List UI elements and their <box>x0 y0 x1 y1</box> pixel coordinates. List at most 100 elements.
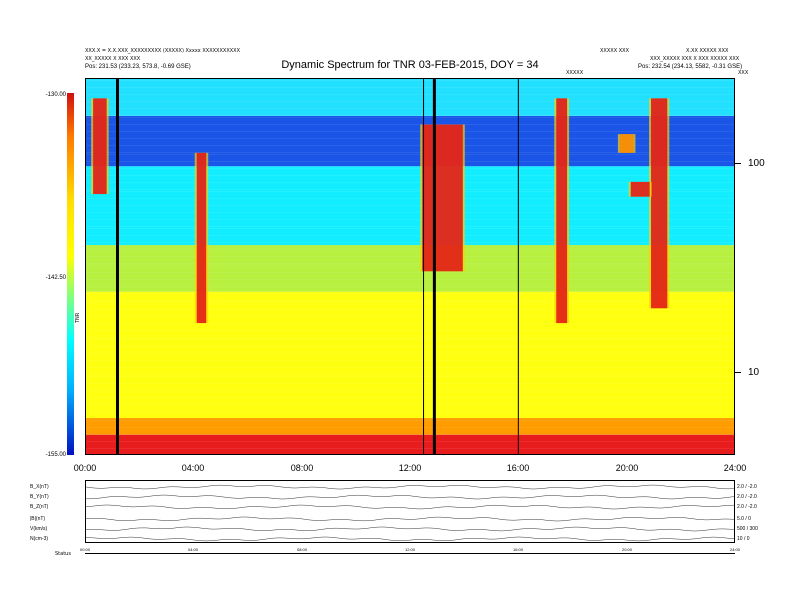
panel-x-tick: 04:00 <box>187 547 199 552</box>
panel-trace <box>85 526 735 532</box>
texture-line <box>85 212 735 213</box>
colorbar <box>67 93 74 455</box>
x-tick-label: 16:00 <box>506 463 530 473</box>
colorbar-axis-label: TNR <box>75 312 81 323</box>
texture-line <box>85 154 735 155</box>
burst-mark <box>619 134 634 153</box>
burst-mark <box>93 98 107 195</box>
texture-line <box>85 404 735 405</box>
panel-row-label: B_X(nT) <box>30 484 49 490</box>
texture-line <box>85 383 735 384</box>
texture-line <box>85 145 735 146</box>
panel-row-range: 5.0 / 0 <box>737 516 751 522</box>
header-right-line1a: XXXXX XXX <box>600 48 629 54</box>
x-tick-label: 00:00 <box>73 463 97 473</box>
panel-x-tick: 24:00 <box>729 547 741 552</box>
texture-line <box>85 316 735 317</box>
texture-line <box>85 131 735 132</box>
texture-line <box>85 302 735 303</box>
status-footer-label: Status <box>55 551 71 557</box>
panel-row-range: 2.0 / -2.0 <box>737 484 757 490</box>
texture-line <box>85 293 735 294</box>
x-tick-label: 04:00 <box>181 463 205 473</box>
panel-trace <box>85 504 735 510</box>
spectral-band <box>85 115 735 167</box>
texture-line <box>85 235 735 236</box>
texture-line <box>85 219 735 220</box>
spectral-band <box>85 166 735 246</box>
texture-line <box>85 279 735 280</box>
texture-line <box>85 360 735 361</box>
panel-trace <box>85 536 735 542</box>
panel-row-label: V(km/s) <box>30 526 48 532</box>
texture-line <box>85 420 735 421</box>
texture-line <box>85 434 735 435</box>
texture-line <box>85 427 735 428</box>
panel-trace <box>85 484 735 490</box>
texture-line <box>85 242 735 243</box>
texture-line <box>85 411 735 412</box>
panel-trace <box>85 516 735 522</box>
panel-row-label: B_Y(nT) <box>30 494 49 500</box>
colorbar-mid-label: -142.50 <box>45 275 66 281</box>
texture-line <box>85 115 735 116</box>
panel-trace <box>86 494 735 500</box>
texture-line <box>85 300 735 301</box>
texture-line <box>85 117 735 118</box>
texture-line <box>85 337 735 338</box>
texture-line <box>85 182 735 183</box>
texture-line <box>85 168 735 169</box>
thin-marker-line <box>423 78 425 455</box>
header-left-position: Pos: 231.53 (233.23, 573.8, -0.69 GSE) <box>85 64 191 70</box>
texture-line <box>85 108 735 109</box>
texture-line <box>85 138 735 139</box>
header-right-line2: XXX_XXXXX XXX X XXX XXXXX XXX <box>650 56 740 62</box>
y-tick-label-10: 10 <box>748 367 760 378</box>
texture-line <box>85 441 735 442</box>
header-corner: XXX <box>738 70 749 76</box>
colorbar-top-label: -130.00 <box>45 92 66 98</box>
spectrogram-svg <box>85 78 735 455</box>
header-left-line2: XX_XXXXX X XXX XXX <box>85 56 141 62</box>
y-tick-label-100: 100 <box>748 158 765 169</box>
texture-line <box>85 330 735 331</box>
panel-row-label: |B|(nT) <box>30 516 46 522</box>
texture-line <box>85 339 735 340</box>
texture-line <box>85 256 735 257</box>
panel-x-tick: 16:00 <box>512 547 524 552</box>
burst-mark <box>630 181 650 197</box>
texture-line <box>85 346 735 347</box>
panel-x-tick: 08:00 <box>296 547 308 552</box>
panel-x-tick: 20:00 <box>621 547 633 552</box>
texture-line <box>85 376 735 377</box>
texture-line <box>85 175 735 176</box>
burst-mark <box>651 98 668 309</box>
colorbar-bottom-label: -155.00 <box>45 452 66 458</box>
panel-row-range: 500 / 300 <box>737 526 758 532</box>
texture-line <box>85 191 735 192</box>
thin-marker-line <box>517 78 519 455</box>
texture-line <box>85 263 735 264</box>
texture-line <box>85 124 735 125</box>
panel-x-tick: 00:00 <box>79 547 91 552</box>
texture-line <box>85 198 735 199</box>
panel-row-range: 2.0 / -2.0 <box>737 494 757 500</box>
x-tick-label: 20:00 <box>615 463 639 473</box>
spectral-band <box>85 78 735 116</box>
spectral-band <box>85 291 735 419</box>
texture-line <box>85 367 735 368</box>
y-tick-mark-100 <box>735 163 741 164</box>
burst-mark <box>422 124 463 272</box>
lower-panel <box>85 480 735 543</box>
lower-panel-svg <box>85 484 735 542</box>
texture-line <box>85 265 735 266</box>
texture-line <box>85 390 735 391</box>
texture-line <box>85 353 735 354</box>
texture-line <box>85 228 735 229</box>
status-footer-bar <box>85 553 735 554</box>
spectral-band <box>85 434 735 455</box>
panel-row-range: 10 / 0 <box>737 536 750 542</box>
texture-line <box>85 205 735 206</box>
spectral-band <box>85 418 735 435</box>
texture-line <box>85 101 735 102</box>
